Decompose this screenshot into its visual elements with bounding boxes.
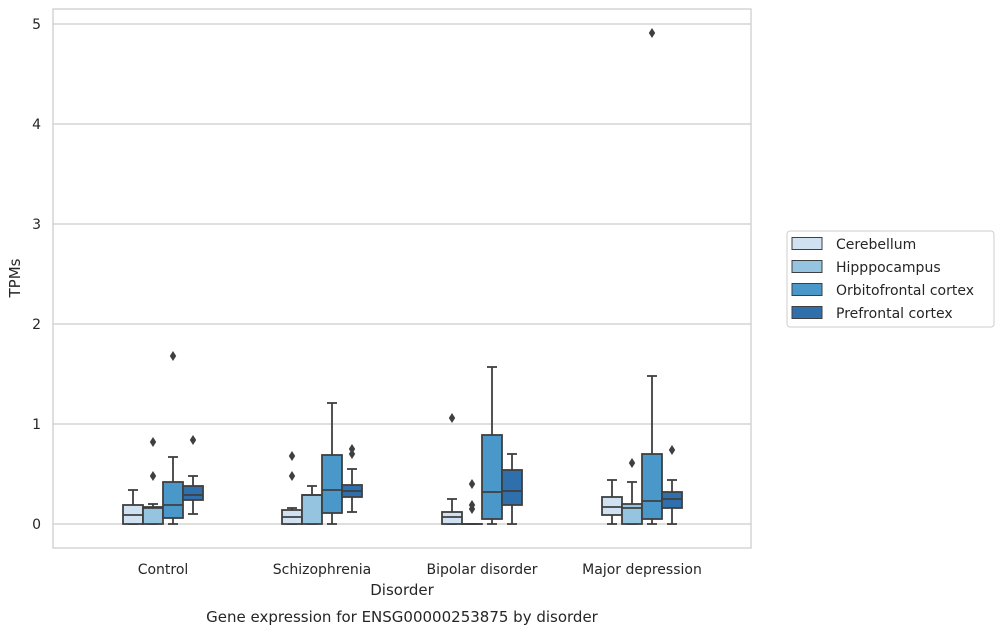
box-orbitofrontal-cortex	[641, 28, 663, 525]
legend-items: Cerebellum Hipppocampus Orbitofrontal cort…	[791, 237, 974, 322]
box-prefrontal-cortex	[341, 444, 363, 513]
iqr-box	[481, 434, 503, 520]
box-hipppocampus	[621, 458, 643, 525]
outlier-point	[149, 437, 157, 447]
box-orbitofrontal-cortex	[481, 366, 503, 525]
box-prefrontal-cortex	[661, 445, 683, 525]
box-layer	[122, 28, 683, 525]
x-axis-label: Disorder	[370, 581, 434, 599]
y-tick-labels: 0 1 2 3 4 5	[32, 17, 41, 533]
y-tick-label: 0	[32, 517, 41, 533]
box-orbitofrontal-cortex	[321, 402, 343, 525]
x-tick-label: Major depression	[582, 562, 702, 578]
chart-caption: Gene expression for ENSG00000253875 by d…	[206, 608, 599, 626]
plot-frame	[52, 8, 752, 549]
legend-swatch	[791, 283, 823, 296]
box-cerebellum	[601, 479, 623, 525]
x-tick-label: Control	[138, 562, 189, 578]
outlier-point	[348, 444, 356, 454]
y-tick-label: 5	[32, 17, 41, 33]
legend-label: Orbitofrontal cortex	[836, 283, 974, 299]
box-hipppocampus	[142, 437, 164, 525]
outlier-point	[169, 351, 177, 361]
box-cerebellum	[122, 489, 144, 525]
legend-swatch	[791, 260, 823, 273]
iqr-box	[182, 485, 204, 501]
legend-frame	[786, 230, 995, 328]
iqr-box	[441, 511, 463, 525]
outlier-point	[288, 471, 296, 481]
legend-label: Cerebellum	[836, 237, 916, 253]
x-tick-label: Schizophrenia	[273, 562, 371, 578]
box-hipppocampus	[461, 479, 483, 525]
iqr-box	[301, 494, 323, 525]
box-prefrontal-cortex	[501, 453, 523, 525]
outlier-point	[288, 451, 296, 461]
y-axis-label: TPMs	[6, 258, 24, 298]
box-hipppocampus	[301, 485, 323, 525]
y-tick-label: 4	[32, 117, 41, 133]
y-tick-label: 2	[32, 317, 41, 333]
legend-swatch	[791, 306, 823, 319]
legend-swatch	[791, 237, 823, 250]
outlier-point	[149, 471, 157, 481]
outlier-point	[468, 479, 476, 489]
box-cerebellum	[281, 451, 303, 525]
outlier-point	[668, 445, 676, 455]
box-orbitofrontal-cortex	[162, 351, 184, 525]
y-tick-label: 1	[32, 417, 41, 433]
iqr-box	[601, 496, 623, 516]
x-tick-label: Bipolar disorder	[426, 562, 537, 578]
x-tick-labels: Control Schizophrenia Bipolar disorder Majo…	[138, 562, 702, 578]
gridlines	[53, 23, 751, 525]
y-tick-label: 3	[32, 217, 41, 233]
iqr-box	[142, 506, 164, 525]
iqr-box	[321, 454, 343, 514]
outlier-point	[189, 435, 197, 445]
outlier-point	[628, 458, 636, 468]
iqr-box	[501, 469, 523, 506]
box-prefrontal-cortex	[182, 435, 204, 515]
legend-label: Hipppocampus	[836, 260, 941, 276]
iqr-box	[162, 481, 184, 519]
iqr-box	[621, 503, 643, 525]
iqr-box	[641, 453, 663, 520]
legend-label: Prefrontal cortex	[836, 306, 953, 322]
outlier-point	[648, 28, 656, 38]
outlier-point	[468, 500, 476, 510]
legend: Cerebellum Hipppocampus Orbitofrontal cort…	[786, 230, 995, 328]
outlier-point	[448, 413, 456, 423]
iqr-box	[661, 491, 683, 509]
box-cerebellum	[441, 413, 463, 525]
